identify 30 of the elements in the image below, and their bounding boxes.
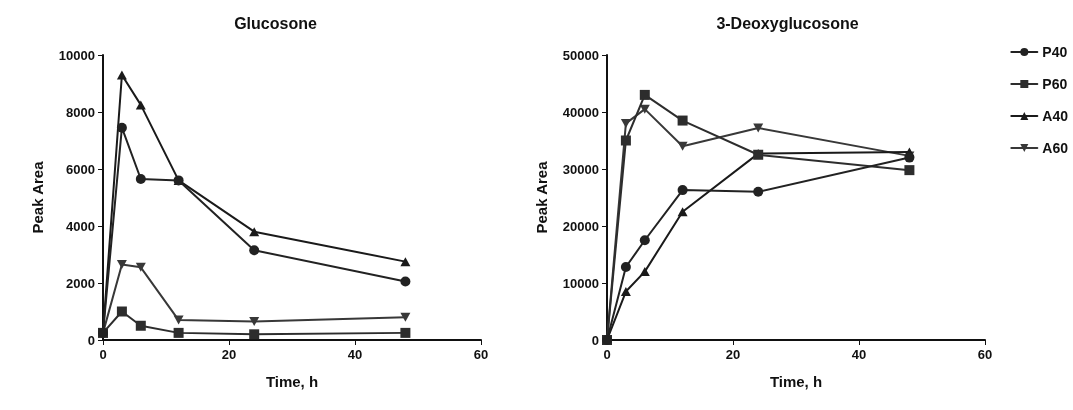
legend-label: A40 bbox=[1042, 108, 1069, 124]
y-tick-label: 2000 bbox=[66, 275, 95, 291]
legend-label: P40 bbox=[1042, 44, 1068, 60]
chart-title: 3-Deoxyglucosone bbox=[716, 14, 859, 32]
x-tick-label: 20 bbox=[221, 347, 237, 362]
legend-label: P60 bbox=[1042, 76, 1068, 92]
y-tick-label: 4000 bbox=[66, 218, 95, 234]
y-tick-label: 10000 bbox=[58, 47, 95, 63]
y-tick-label: 6000 bbox=[66, 161, 95, 177]
y-tick-label: 0 bbox=[87, 332, 95, 348]
legend-label: A60 bbox=[1042, 140, 1069, 156]
y-tick-label: 20000 bbox=[562, 218, 599, 234]
x-tick-label: 40 bbox=[347, 347, 363, 362]
x-tick-label: 40 bbox=[851, 347, 867, 362]
y-tick-label: 30000 bbox=[562, 161, 599, 177]
y-tick-label: 40000 bbox=[562, 104, 599, 120]
x-tick-label: 0 bbox=[603, 347, 611, 362]
x-tick-label: 0 bbox=[99, 347, 107, 362]
y-axis-title: Peak Area bbox=[533, 160, 550, 234]
x-axis-title: Time, h bbox=[265, 373, 319, 390]
y-tick-label: 10000 bbox=[562, 275, 599, 291]
x-tick-label: 60 bbox=[977, 347, 993, 362]
y-tick-label: 8000 bbox=[66, 104, 95, 120]
chart-title: Glucosone bbox=[234, 14, 317, 32]
x-tick-label: 60 bbox=[473, 347, 489, 362]
x-axis-title: Time, h bbox=[769, 373, 823, 390]
y-axis-title: Peak Area bbox=[29, 160, 46, 234]
y-tick-label: 0 bbox=[591, 332, 599, 348]
y-tick-label: 50000 bbox=[562, 47, 599, 63]
x-tick-label: 20 bbox=[725, 347, 741, 362]
